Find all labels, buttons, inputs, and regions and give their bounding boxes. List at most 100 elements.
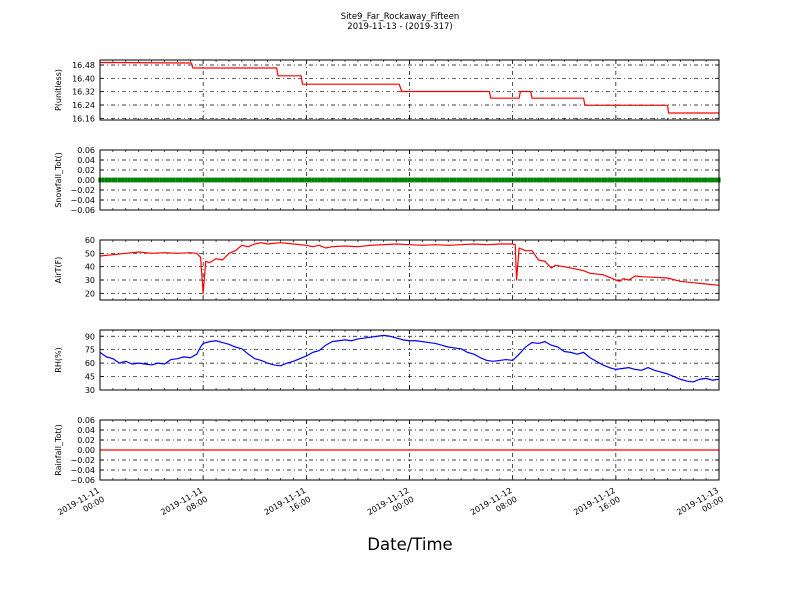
data-point (304, 177, 308, 183)
panel-4: 30 45 60 75 90 RH(%) (54, 329, 720, 395)
y-tick-label: 16.40 (72, 74, 95, 83)
data-point (704, 177, 708, 183)
data-point (140, 177, 144, 183)
y-tick-label: 45 (85, 373, 95, 382)
data-point (562, 177, 566, 183)
plot-frame (99, 239, 720, 301)
series-1-points (98, 177, 721, 183)
data-point (511, 177, 515, 183)
data-point (127, 177, 131, 183)
data-point (149, 177, 154, 183)
data-point (569, 177, 573, 183)
data-point (694, 177, 699, 183)
y-tick-label: 16.16 (72, 114, 95, 123)
data-point (124, 177, 128, 183)
data-point (662, 177, 666, 183)
data-point (111, 177, 115, 183)
x-tick-label: 2019-11-1216:00 (572, 486, 622, 526)
panel-5: −0.06−0.04−0.020.000.020.040.06 Rainfall_… (54, 416, 720, 485)
data-point (685, 177, 689, 183)
data-point (137, 177, 141, 183)
data-point (359, 177, 363, 183)
data-point (430, 177, 434, 183)
data-point (698, 177, 702, 183)
figure-title: Site9_Far_Rockaway_Fifteen (341, 12, 460, 22)
data-point (143, 177, 147, 183)
x-tick-label: 2019-11-1300:00 (675, 486, 725, 526)
data-point (456, 177, 460, 183)
data-point (594, 177, 599, 183)
data-point (424, 177, 428, 183)
data-point (475, 177, 479, 183)
data-point (195, 177, 199, 183)
data-point (523, 177, 528, 183)
data-point (230, 177, 234, 183)
data-point (298, 177, 302, 183)
data-point (120, 177, 125, 183)
x-tick-label: 2019-11-1108:00 (159, 486, 209, 526)
data-point (420, 177, 424, 183)
data-point (707, 177, 711, 183)
y-tick-label: 0.04 (77, 426, 95, 435)
data-point (369, 177, 373, 183)
plot-frame (99, 329, 720, 391)
data-point (204, 177, 208, 183)
data-point (104, 177, 109, 183)
data-point (530, 177, 534, 183)
y-axis-label: AirT(F) (54, 257, 63, 284)
data-point (453, 177, 457, 183)
y-tick-label: 90 (85, 332, 95, 341)
data-point (327, 177, 331, 183)
plot-frame (99, 149, 720, 211)
data-point (188, 177, 192, 183)
y-tick-label: 0.06 (77, 416, 95, 425)
data-point (343, 177, 347, 183)
data-point (427, 177, 431, 183)
data-point (356, 177, 360, 183)
data-point (611, 177, 615, 183)
x-axis-label: Date/Time (367, 535, 452, 554)
data-point (372, 177, 376, 183)
data-point (556, 177, 560, 183)
data-point (607, 177, 611, 183)
data-point (385, 177, 389, 183)
data-point (565, 177, 570, 183)
y-tick-label: 0.00 (77, 176, 95, 185)
data-point (227, 177, 231, 183)
data-point (488, 177, 492, 183)
data-point (278, 177, 283, 183)
data-point (575, 177, 579, 183)
data-point (198, 177, 202, 183)
data-point (688, 177, 692, 183)
y-tick-label: −0.04 (70, 196, 95, 205)
data-point (211, 177, 215, 183)
data-point (166, 177, 170, 183)
data-point (620, 177, 624, 183)
data-point (636, 177, 641, 183)
data-point (585, 177, 589, 183)
data-point (627, 177, 631, 183)
data-point (446, 177, 450, 183)
y-tick-label: 50 (85, 249, 95, 258)
data-point (691, 177, 695, 183)
y-tick-label: 0.00 (77, 446, 95, 455)
data-point (291, 177, 296, 183)
y-tick-label: 60 (85, 236, 95, 245)
data-point (375, 177, 379, 183)
data-point (656, 177, 660, 183)
data-point (362, 177, 366, 183)
data-point (153, 177, 157, 183)
y-tick-label: 60 (85, 359, 95, 368)
panel-3: 20 30 40 50 60 AirT(F) (54, 236, 720, 301)
y-tick-label: −0.06 (70, 206, 95, 215)
data-point (162, 177, 167, 183)
data-point (543, 177, 547, 183)
x-tick-label: 2019-11-1100:00 (56, 486, 106, 526)
x-tick-label: 2019-11-1200:00 (366, 486, 416, 526)
data-point (601, 177, 605, 183)
data-point (469, 177, 473, 183)
data-point (572, 177, 576, 183)
y-tick-label: −0.04 (70, 466, 95, 475)
data-point (365, 177, 370, 183)
